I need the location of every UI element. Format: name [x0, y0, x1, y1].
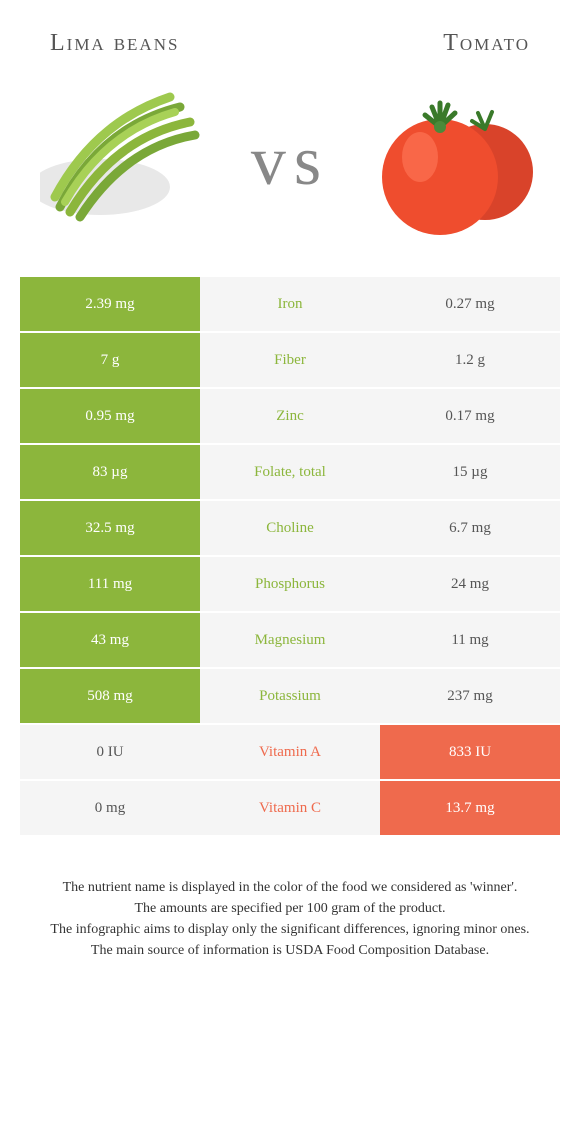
nutrient-name-cell: Choline [200, 501, 380, 555]
left-value-cell: 83 µg [20, 445, 200, 499]
table-row: 43 mgMagnesium11 mg [20, 613, 560, 669]
right-value-cell: 1.2 g [380, 333, 560, 387]
right-value-cell: 15 µg [380, 445, 560, 499]
nutrient-name-cell: Fiber [200, 333, 380, 387]
right-value-cell: 6.7 mg [380, 501, 560, 555]
table-row: 111 mgPhosphorus24 mg [20, 557, 560, 613]
right-value-cell: 237 mg [380, 669, 560, 723]
nutrient-name-cell: Zinc [200, 389, 380, 443]
footer-line: The nutrient name is displayed in the co… [50, 877, 530, 898]
nutrient-name-cell: Vitamin C [200, 781, 380, 835]
left-value-cell: 32.5 mg [20, 501, 200, 555]
table-row: 0 mgVitamin C13.7 mg [20, 781, 560, 837]
nutrient-name-cell: Iron [200, 277, 380, 331]
footer-notes: The nutrient name is displayed in the co… [20, 837, 560, 961]
table-row: 32.5 mgCholine6.7 mg [20, 501, 560, 557]
table-row: 0 IUVitamin A833 IU [20, 725, 560, 781]
left-value-cell: 2.39 mg [20, 277, 200, 331]
footer-line: The main source of information is USDA F… [50, 940, 530, 961]
nutrient-name-cell: Potassium [200, 669, 380, 723]
left-food-title: Lima beans [50, 30, 179, 57]
left-value-cell: 0 mg [20, 781, 200, 835]
footer-line: The amounts are specified per 100 gram o… [50, 898, 530, 919]
right-value-cell: 13.7 mg [380, 781, 560, 835]
table-row: 0.95 mgZinc0.17 mg [20, 389, 560, 445]
right-value-cell: 0.17 mg [380, 389, 560, 443]
left-value-cell: 0.95 mg [20, 389, 200, 443]
vs-label: vs [251, 122, 329, 202]
comparison-table: 2.39 mgIron0.27 mg7 gFiber1.2 g0.95 mgZi… [20, 277, 560, 837]
right-value-cell: 11 mg [380, 613, 560, 667]
left-value-cell: 7 g [20, 333, 200, 387]
nutrient-name-cell: Vitamin A [200, 725, 380, 779]
table-row: 7 gFiber1.2 g [20, 333, 560, 389]
footer-line: The infographic aims to display only the… [50, 919, 530, 940]
nutrient-name-cell: Phosphorus [200, 557, 380, 611]
table-row: 83 µgFolate, total15 µg [20, 445, 560, 501]
left-value-cell: 43 mg [20, 613, 200, 667]
image-row: vs [20, 77, 560, 277]
right-value-cell: 833 IU [380, 725, 560, 779]
right-food-title: Tomato [443, 30, 530, 57]
header-row: Lima beans Tomato [20, 20, 560, 77]
right-value-cell: 24 mg [380, 557, 560, 611]
infographic-container: Lima beans Tomato vs 2. [0, 0, 580, 981]
nutrient-name-cell: Folate, total [200, 445, 380, 499]
table-row: 2.39 mgIron0.27 mg [20, 277, 560, 333]
table-row: 508 mgPotassium237 mg [20, 669, 560, 725]
right-value-cell: 0.27 mg [380, 277, 560, 331]
left-value-cell: 111 mg [20, 557, 200, 611]
nutrient-name-cell: Magnesium [200, 613, 380, 667]
left-value-cell: 0 IU [20, 725, 200, 779]
lima-beans-icon [40, 77, 210, 247]
tomato-icon [370, 77, 540, 247]
left-value-cell: 508 mg [20, 669, 200, 723]
